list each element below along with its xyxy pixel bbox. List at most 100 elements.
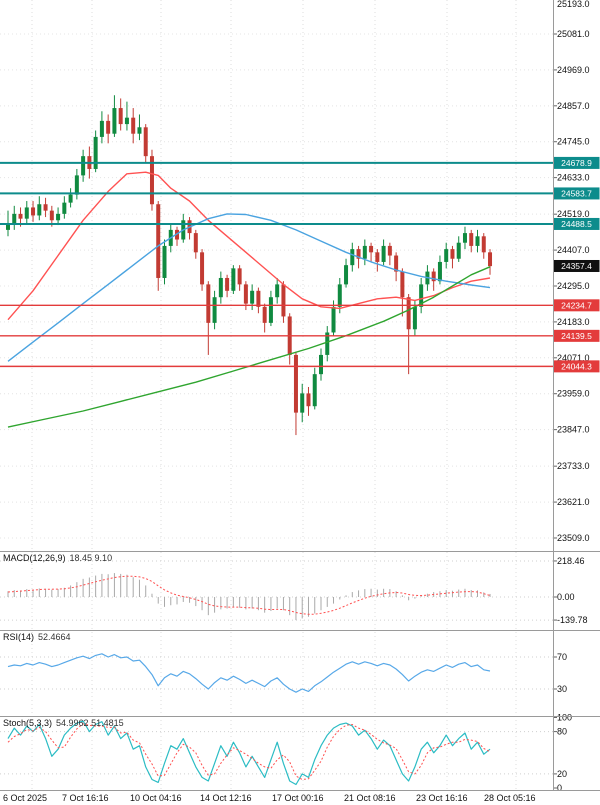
candle-body xyxy=(206,284,211,323)
candle xyxy=(312,367,317,410)
candle-body xyxy=(293,354,298,413)
candle-body xyxy=(475,236,480,246)
candle-body xyxy=(243,284,248,304)
candle-body xyxy=(375,252,380,262)
rsi-axis-label: 70 xyxy=(557,652,567,662)
candle-body xyxy=(131,117,136,134)
candle xyxy=(56,207,61,226)
candle xyxy=(118,98,123,131)
macd-panel-label: MACD(12,26,9) 18.45 9.10 xyxy=(3,553,112,563)
time-label: 21 Oct 08:16 xyxy=(344,793,396,803)
stoch-name: Stoch(5,3,3) xyxy=(3,718,53,728)
candle-body xyxy=(462,233,467,243)
price-tick-label: 24519.0 xyxy=(557,209,590,219)
candle xyxy=(212,290,217,330)
support-badge xyxy=(553,299,600,312)
macd-values: 18.45 9.10 xyxy=(69,553,113,563)
candle-body xyxy=(450,249,455,259)
resistance-badge xyxy=(553,217,600,230)
candle-body xyxy=(212,297,217,323)
price-tick-label: 25193.0 xyxy=(557,0,590,9)
candle xyxy=(406,294,411,375)
candle xyxy=(431,268,436,291)
candle-body xyxy=(24,207,29,219)
stoch-axis-label: 20 xyxy=(557,769,567,779)
candle xyxy=(488,249,493,275)
resistance-badge xyxy=(553,156,600,169)
price-tick-label: 24633.0 xyxy=(557,173,590,183)
candle-body xyxy=(312,374,317,407)
candle xyxy=(275,277,280,304)
candle-body xyxy=(124,117,129,125)
candle-body xyxy=(162,245,167,278)
candle xyxy=(12,205,17,230)
candle-body xyxy=(319,354,323,375)
support-badge xyxy=(553,329,600,342)
candle-body xyxy=(268,297,273,323)
stoch-axis-label: 80 xyxy=(557,727,567,737)
candle-body xyxy=(18,213,23,219)
candle xyxy=(300,383,305,423)
candle-body xyxy=(112,108,117,134)
rsi-line xyxy=(7,653,491,693)
candle xyxy=(68,188,73,208)
candle xyxy=(231,265,236,295)
candle-body xyxy=(350,249,355,266)
candle-body xyxy=(31,207,36,216)
candle xyxy=(237,265,242,291)
candle xyxy=(387,242,392,266)
candle-body xyxy=(225,277,230,291)
time-label: 14 Oct 12:16 xyxy=(200,793,252,803)
time-label: 28 Oct 05:16 xyxy=(484,793,536,803)
candle xyxy=(218,271,223,304)
price-tick-label: 24183.0 xyxy=(557,317,590,327)
candle-body xyxy=(118,108,123,125)
candle-body xyxy=(99,120,104,137)
candle xyxy=(81,149,86,182)
stoch-panel-label: Stoch(5,3,3) 54.9962 51.4815 xyxy=(3,718,124,728)
candle-body xyxy=(281,284,286,317)
candle-body xyxy=(381,245,386,262)
candle xyxy=(344,258,349,288)
candle-body xyxy=(356,249,361,259)
price-tick-label: 23959.0 xyxy=(557,389,590,399)
candle-body xyxy=(331,306,336,333)
macd-axis-label: 218.46 xyxy=(557,556,585,566)
candle xyxy=(293,351,298,436)
support-badge xyxy=(553,360,600,373)
price-tick-label: 24745.0 xyxy=(557,137,590,147)
candle xyxy=(37,196,42,221)
time-label: 17 Oct 00:16 xyxy=(272,793,324,803)
candle xyxy=(475,229,480,253)
candle xyxy=(394,252,399,282)
candle-body xyxy=(256,290,261,307)
candle-body xyxy=(344,265,349,285)
candle-body xyxy=(419,284,424,307)
price-tick-label: 23509.0 xyxy=(557,533,590,543)
price-tick-label: 23733.0 xyxy=(557,461,590,471)
candle-body xyxy=(200,252,205,285)
stoch-axis-label: 100 xyxy=(557,713,572,723)
candle xyxy=(319,348,323,381)
candle-body xyxy=(218,277,223,298)
candle-body xyxy=(406,297,411,330)
candle xyxy=(143,124,148,163)
candle xyxy=(31,201,36,222)
macd-axis-label: -139.78 xyxy=(557,615,588,625)
candle-body xyxy=(412,306,417,330)
candle xyxy=(450,245,455,269)
candle-body xyxy=(444,249,449,262)
candle-body xyxy=(275,284,280,298)
candle-body xyxy=(49,210,54,221)
candle xyxy=(200,249,205,291)
rsi-axis-label: 30 xyxy=(557,684,567,694)
time-label: 6 Oct 2025 xyxy=(3,793,47,803)
candle-body xyxy=(68,194,73,203)
ma-slow-line xyxy=(7,266,491,428)
price-tick-label: 23847.0 xyxy=(557,425,590,435)
candle xyxy=(43,197,48,218)
candle-body xyxy=(400,271,405,298)
candle-body xyxy=(306,393,311,407)
